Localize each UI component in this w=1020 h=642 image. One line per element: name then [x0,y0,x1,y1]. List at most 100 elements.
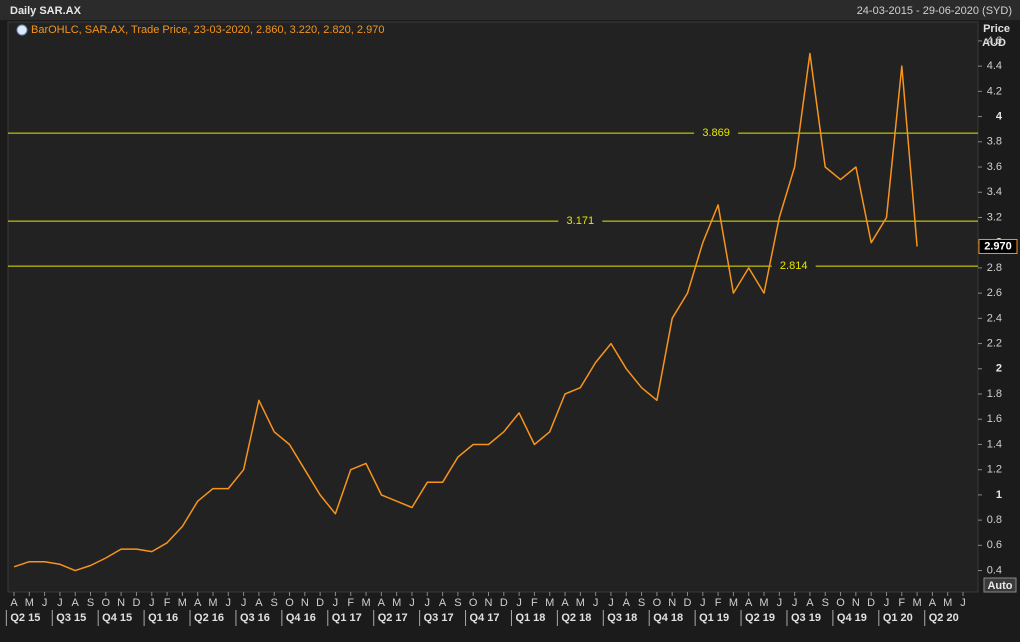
x-tick-label: F [531,597,538,609]
x-tick-label: O [653,597,662,609]
x-tick-label: M [361,597,370,609]
quarter-label: Q2 15 [10,612,40,624]
quarter-label: Q2 17 [378,612,408,624]
x-tick-label: A [929,597,937,609]
x-tick-label: M [576,597,585,609]
x-tick-label: J [149,597,155,609]
x-tick-label: A [378,597,386,609]
x-tick-label: A [255,597,263,609]
y-tick-label: 1.2 [987,464,1002,476]
quarter-label: Q4 18 [653,612,683,624]
x-tick-label: D [500,597,508,609]
x-tick-label: S [87,597,94,609]
x-tick-label: D [132,597,140,609]
x-tick-label: A [194,597,202,609]
date-range: 24-03-2015 - 29-06-2020 (SYD) [857,5,1012,17]
x-tick-label: N [852,597,860,609]
y-tick-label: 0.6 [987,539,1002,551]
chart-title: Daily SAR.AX [10,5,82,17]
x-tick-label: A [745,597,753,609]
x-tick-label: A [623,597,631,609]
x-tick-label: J [241,597,247,609]
quarter-label: Q1 19 [699,612,729,624]
x-tick-label: D [684,597,692,609]
horizontal-line-label-bg [771,259,816,274]
quarter-label: Q3 15 [56,612,86,624]
x-tick-label: J [792,597,798,609]
x-tick-label: S [271,597,278,609]
x-tick-label: D [867,597,875,609]
plot-area [7,21,979,593]
y-tick-label: 0.8 [987,514,1002,526]
horizontal-line-label-bg [558,214,603,229]
x-tick-label: M [25,597,34,609]
x-tick-label: J [593,597,599,609]
y-tick-label: 4.4 [987,60,1002,72]
last-price-box [978,238,1018,254]
y-tick-label: 2.4 [987,312,1002,324]
auto-button-label[interactable]: Auto [987,580,1012,592]
quarter-label: Q3 18 [607,612,637,624]
x-tick-label: M [545,597,554,609]
x-tick-label: J [226,597,232,609]
quarter-label: Q1 16 [148,612,178,624]
y-tick-label: 1 [996,489,1002,501]
quarter-label: Q1 20 [883,612,913,624]
x-tick-label: M [912,597,921,609]
quarter-label: Q3 16 [240,612,270,624]
x-tick-label: F [164,597,171,609]
y-tick-label: 2.6 [987,287,1002,299]
y-axis-unit: AUD [982,37,1006,49]
x-tick-label: M [392,597,401,609]
quarter-label: Q4 19 [837,612,867,624]
x-tick-label: S [822,597,829,609]
quarter-label: Q4 17 [470,612,500,624]
x-tick-label: J [608,597,614,609]
quarter-label: Q4 15 [102,612,132,624]
y-tick-label: 1.8 [987,388,1002,400]
x-tick-label: J [960,597,966,609]
legend-text: BarOHLC, SAR.AX, Trade Price, 23-03-2020… [31,24,384,36]
header-bar [0,0,1020,20]
x-tick-label: N [117,597,125,609]
y-tick-label: 2 [996,363,1002,375]
x-tick-label: J [884,597,890,609]
price-line [13,52,918,572]
x-tick-label: A [806,597,814,609]
quarter-label: Q3 17 [424,612,454,624]
x-tick-label: M [208,597,217,609]
x-tick-label: J [42,597,48,609]
last-price-label: 2.970 [984,240,1012,252]
y-tick-label: 4 [996,110,1003,122]
legend-icon [16,24,28,36]
x-tick-label: N [301,597,309,609]
x-tick-label: M [178,597,187,609]
y-tick-label: 2.8 [987,262,1002,274]
x-tick-label: S [638,597,645,609]
y-tick-label: 1.4 [987,438,1002,450]
y-tick-label: 0.4 [987,564,1002,576]
quarter-label: Q1 17 [332,612,362,624]
x-tick-label: J [700,597,706,609]
x-tick-label: A [10,597,18,609]
x-tick-label: J [409,597,415,609]
x-tick-label: F [898,597,905,609]
auto-button[interactable] [983,577,1017,593]
y-tick-label: 2.2 [987,337,1002,349]
x-tick-label: A [561,597,569,609]
horizontal-line-label: 3.171 [567,215,595,227]
quarter-label: Q2 19 [745,612,775,624]
x-tick-label: O [836,597,845,609]
y-tick-label: 3.8 [987,136,1002,148]
x-tick-label: N [668,597,676,609]
quarter-label: Q2 16 [194,612,224,624]
quarter-label: Q4 16 [286,612,316,624]
y-tick-label: 4.6 [987,35,1002,47]
x-tick-label: J [777,597,783,609]
x-tick-label: J [425,597,431,609]
quarter-label: Q3 19 [791,612,821,624]
y-tick-label: 3.4 [987,186,1002,198]
quarter-label: Q2 18 [561,612,591,624]
y-tick-label: 1.6 [987,413,1002,425]
